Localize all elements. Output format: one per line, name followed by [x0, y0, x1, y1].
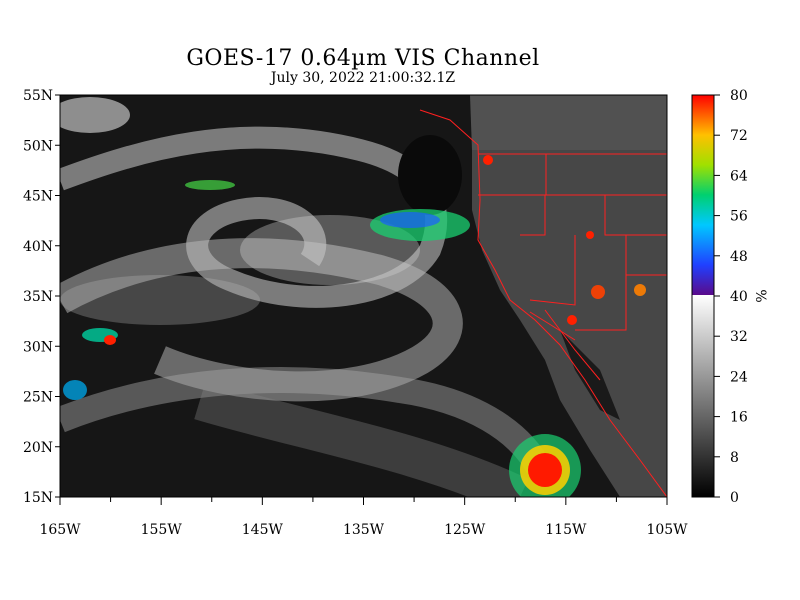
colorbar-tick-label: 32 — [730, 329, 748, 345]
lat-tick-label: 50N — [23, 138, 53, 154]
lat-tick-label: 15N — [23, 490, 53, 506]
colorbar-gray-segment — [692, 295, 714, 497]
colorbar-tick-label: 24 — [730, 369, 748, 385]
lon-tick-label: 125W — [444, 522, 486, 538]
chart-subtitle: July 30, 2022 21:00:32.1Z — [270, 70, 456, 86]
colorbar-tick-label: 40 — [730, 289, 748, 305]
lat-tick-label: 40N — [23, 239, 53, 255]
colorbar-tick-label: 16 — [730, 410, 748, 426]
satellite-image — [60, 95, 667, 497]
colorbar-tick-label: 48 — [730, 249, 748, 265]
colorbar-color-segment — [692, 95, 714, 295]
colorbar-tick-label: 56 — [730, 209, 748, 225]
colorbar-tick-label: 80 — [730, 88, 748, 104]
lat-tick-label: 25N — [23, 390, 53, 406]
lon-tick-label: 115W — [545, 522, 587, 538]
longitude-axis: 165W 155W 145W 135W 125W 115W 105W — [39, 497, 688, 538]
chart-title: GOES-17 0.64µm VIS Channel — [186, 46, 540, 71]
political-boundaries — [419, 109, 667, 497]
colorbar-tick-label: 72 — [730, 128, 748, 144]
lon-tick-label: 165W — [39, 522, 81, 538]
lat-tick-label: 45N — [23, 189, 53, 205]
lat-tick-label: 30N — [23, 339, 53, 355]
lon-tick-label: 135W — [343, 522, 385, 538]
lat-tick-label: 35N — [23, 289, 53, 305]
lat-tick-label: 55N — [23, 88, 53, 104]
lon-tick-label: 155W — [141, 522, 183, 538]
colorbar-tick-label: 8 — [730, 450, 739, 466]
lon-tick-label: 105W — [646, 522, 688, 538]
lon-tick-label: 145W — [242, 522, 284, 538]
colorbar-tick-label: 0 — [730, 490, 739, 506]
latitude-axis: 55N 50N 45N 40N 35N 30N 25N 20N 15N — [23, 88, 60, 506]
colorbar-unit: % — [752, 289, 768, 302]
colorbar-tick-label: 64 — [730, 168, 748, 184]
lat-tick-label: 20N — [23, 440, 53, 456]
